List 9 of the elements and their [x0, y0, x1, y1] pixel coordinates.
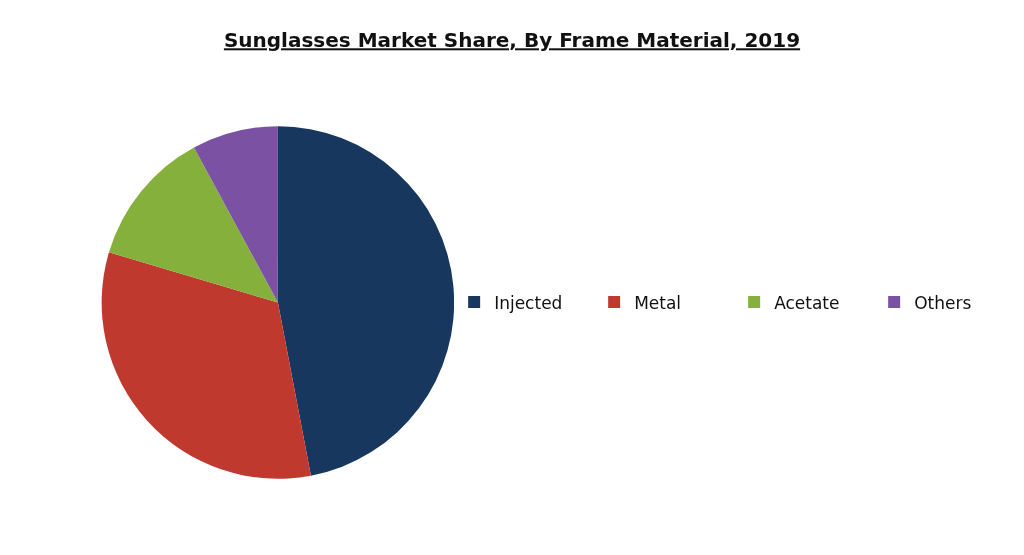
pie-slice	[193, 126, 278, 303]
legend-label: Injected	[494, 292, 563, 313]
chart-title: Sunglasses Market Share, By Frame Material, 2019	[223, 28, 801, 53]
pie-slice	[101, 252, 311, 479]
legend-label: Metal	[634, 292, 682, 313]
legend-label: Others	[914, 292, 972, 313]
pie-slice	[277, 126, 455, 476]
pie-slice	[108, 147, 278, 303]
legend-label: Acetate	[774, 292, 840, 313]
